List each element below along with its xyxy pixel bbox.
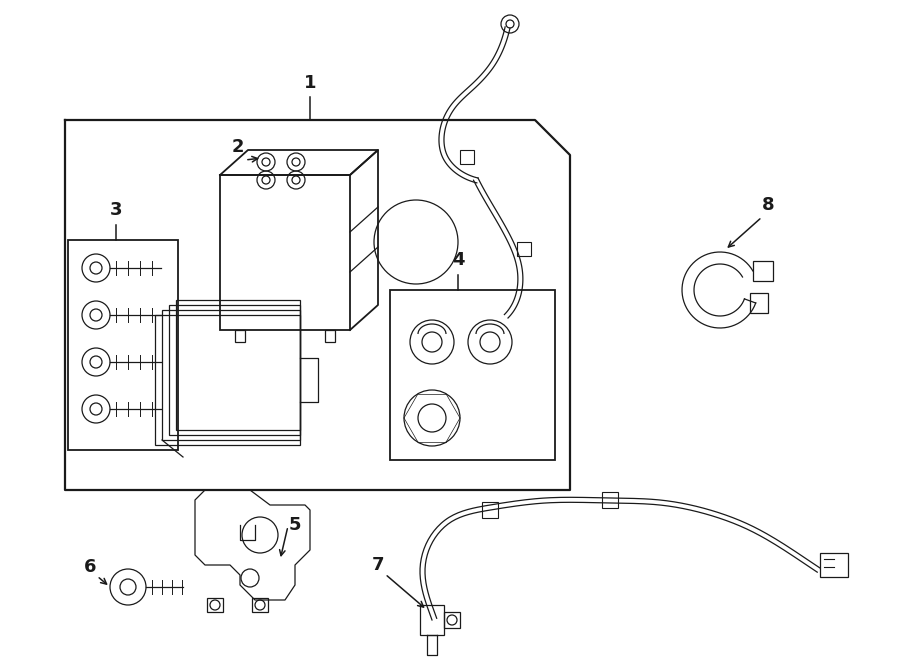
Bar — [235, 330, 245, 342]
Bar — [252, 598, 268, 612]
Bar — [460, 150, 474, 164]
Bar — [162, 310, 300, 440]
Bar — [517, 242, 531, 256]
Bar — [176, 300, 300, 430]
Bar — [169, 305, 300, 435]
Bar — [325, 330, 335, 342]
Bar — [420, 605, 444, 635]
Text: 3: 3 — [110, 201, 122, 219]
Text: 8: 8 — [761, 196, 774, 214]
Bar — [482, 502, 498, 518]
Text: 1: 1 — [304, 74, 316, 92]
Bar — [68, 240, 178, 450]
Bar — [220, 175, 350, 330]
Bar — [602, 492, 618, 508]
Bar — [155, 315, 300, 445]
Text: 5: 5 — [289, 516, 302, 534]
Bar — [207, 598, 223, 612]
Bar — [390, 290, 555, 460]
Text: 2: 2 — [232, 138, 244, 156]
Bar — [444, 612, 460, 628]
Bar — [820, 553, 848, 577]
Text: 6: 6 — [84, 558, 96, 576]
Bar — [753, 261, 773, 281]
Bar — [750, 293, 768, 313]
Text: 7: 7 — [372, 556, 384, 574]
Text: 4: 4 — [452, 251, 464, 269]
